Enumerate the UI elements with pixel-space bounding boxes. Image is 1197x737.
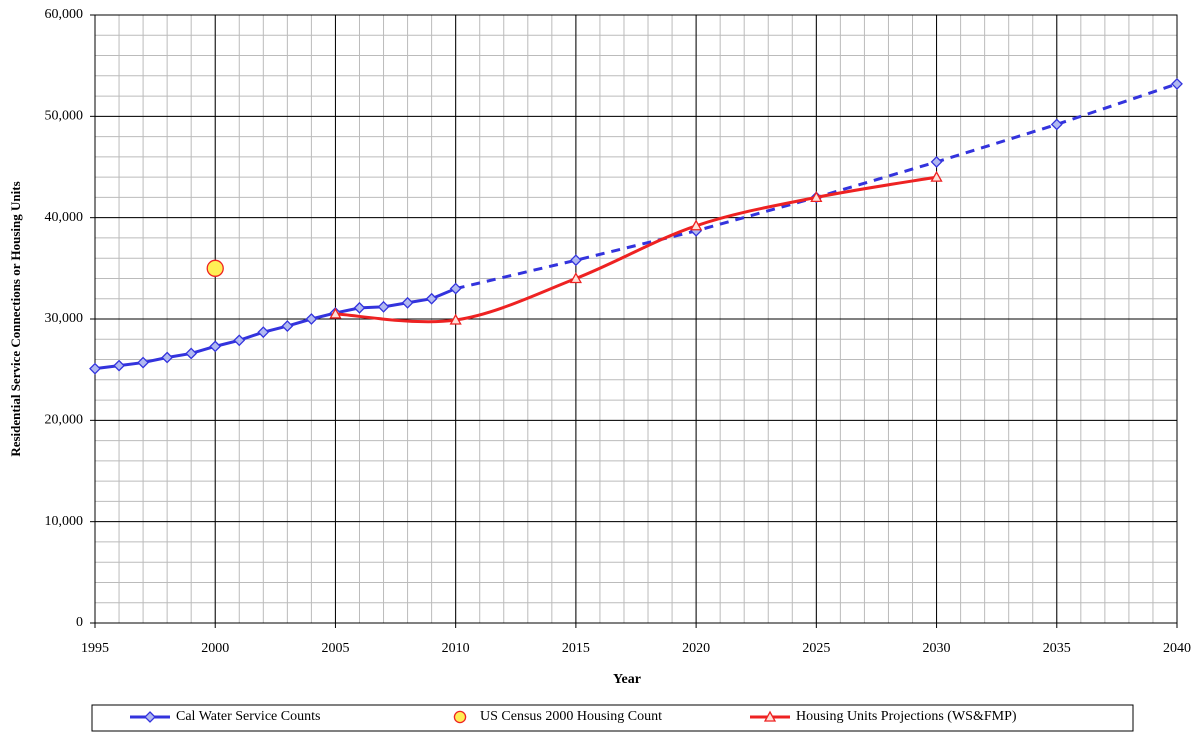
marker [1050,118,1063,131]
y-tick-label: 40,000 [45,210,84,225]
marker [233,334,246,347]
series-line [335,175,937,324]
y-tick-label: 60,000 [45,7,84,22]
legend-marker [144,711,156,723]
x-tick-label: 2025 [802,641,830,656]
marker [449,313,462,325]
marker [377,300,390,313]
y-tick-label: 10,000 [45,514,84,529]
legend-label: Cal Water Service Counts [176,709,320,724]
plot-frame [94,14,1178,624]
marker [257,326,270,339]
y-axis-title: Residential Service Connections or Housi… [8,181,23,456]
y-tick-label: 20,000 [45,413,84,428]
x-tick-label: 2010 [442,641,470,656]
marker [206,259,224,277]
legend-marker [453,710,467,724]
marker [137,356,150,369]
marker [209,340,222,353]
marker [401,296,414,309]
marker [305,313,318,325]
y-tick-label: 30,000 [45,311,84,326]
marker [569,272,582,284]
x-axis-title: Year [613,672,641,687]
x-tick-label: 2020 [682,641,710,656]
x-tick-label: 1995 [81,641,109,656]
legend-label: Housing Units Projections (WS&FMP) [796,709,1017,724]
legend-label: US Census 2000 Housing Count [480,709,662,724]
marker [690,219,703,231]
legend-box [91,704,1134,732]
marker [329,307,342,319]
marker [113,359,125,372]
marker [449,282,462,295]
series-line [94,287,457,371]
y-tick-label: 50,000 [45,109,84,124]
marker [185,347,198,360]
y-tick-label: 0 [76,615,83,630]
marker [353,301,366,314]
x-tick-label: 2040 [1163,641,1191,656]
x-tick-label: 2035 [1043,641,1071,656]
marker [930,156,943,168]
legend-marker [763,710,777,722]
marker [425,292,438,305]
x-tick-label: 2015 [562,641,590,656]
x-tick-label: 2000 [201,641,229,656]
marker [569,254,582,267]
marker [930,170,943,182]
marker [810,191,823,203]
marker [89,362,101,375]
marker [281,320,294,333]
x-tick-label: 2005 [321,641,349,656]
marker [1171,77,1183,90]
x-tick-label: 2030 [923,641,951,656]
marker [161,351,174,364]
